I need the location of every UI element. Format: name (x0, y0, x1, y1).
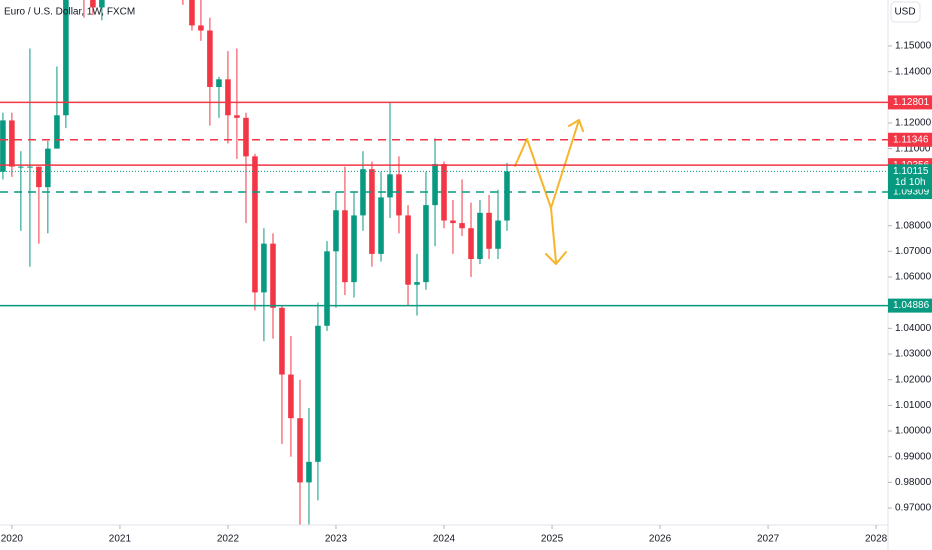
candle-body (225, 79, 231, 116)
candle-body (90, 0, 96, 8)
candle-body (18, 166, 24, 168)
candle-body (441, 164, 447, 221)
plot-area (0, 0, 888, 525)
candle-body (63, 0, 69, 116)
candle-body (297, 418, 303, 483)
candle-body (9, 120, 15, 167)
candle-body (27, 166, 33, 168)
candle-body (99, 0, 105, 8)
candle-body (450, 220, 456, 224)
currency-box[interactable] (890, 1, 921, 23)
candle-body (243, 117, 249, 157)
y-tick-label: 1.07000 (895, 246, 932, 257)
x-tick-label: 2023 (325, 534, 348, 545)
x-tick-label: 2022 (217, 534, 240, 545)
candle-body (486, 212, 492, 249)
chart-title: Euro / U.S. Dollar, 1W, FXCM (4, 7, 135, 18)
candle-body (36, 166, 42, 188)
path-down (550, 207, 557, 263)
y-tick-label: 1.00000 (895, 426, 932, 437)
candle-body (477, 212, 483, 260)
candle-body (414, 282, 420, 285)
current-price-label: 1.10115 (893, 166, 929, 177)
candle-body (378, 197, 384, 254)
arrowhead-up (568, 119, 584, 132)
level-label-bg (888, 132, 932, 147)
x-tick-label: 2024 (433, 534, 456, 545)
y-tick-label: 1.11000 (895, 143, 931, 154)
candle-body (342, 210, 348, 283)
candle-body (270, 243, 276, 308)
candle-body (252, 156, 258, 293)
y-tick-label: 1.06000 (895, 272, 932, 283)
candle-body (504, 171, 510, 221)
candle-body (279, 307, 285, 375)
candle-body (0, 120, 6, 172)
y-tick-label: 1.01000 (895, 400, 932, 411)
y-tick-label: 1.02000 (895, 374, 932, 385)
candle-body (351, 215, 357, 283)
candle-body (306, 461, 312, 483)
arrowhead-down (545, 251, 567, 265)
candle-body (54, 115, 60, 149)
x-tick-label: 2027 (757, 534, 780, 545)
y-tick-label: 1.14000 (895, 66, 932, 77)
candle-body (261, 243, 267, 293)
x-tick-label: 2021 (109, 534, 132, 545)
candle-body (360, 169, 366, 216)
path-up (514, 119, 580, 209)
level-label: 1.12801 (893, 97, 930, 108)
candle-body (387, 174, 393, 198)
candle-body (468, 228, 474, 260)
candle-body (324, 251, 330, 326)
y-tick-label: 0.99000 (895, 451, 932, 462)
candle-body (405, 215, 411, 285)
x-tick-label: 2025 (541, 534, 564, 545)
candle-body (315, 325, 321, 462)
candle-body (333, 210, 339, 252)
y-tick-label: 1.12000 (895, 118, 932, 129)
currency[interactable]: USD (894, 7, 915, 18)
candle-body (288, 374, 294, 419)
y-tick-label: 0.97000 (895, 503, 932, 514)
forecast-arrows (514, 119, 584, 265)
level-label-bg (888, 298, 932, 313)
level-label-bg (888, 95, 932, 110)
x-tick-label: 2028 (865, 534, 888, 545)
current-price-bg (888, 164, 932, 190)
level-label: 1.11346 (893, 134, 929, 145)
y-tick-label: 0.98000 (895, 477, 932, 488)
candle-body (189, 0, 195, 26)
x-tick-label: 2020 (1, 534, 24, 545)
candle-body (234, 115, 240, 118)
y-tick-label: 1.15000 (895, 41, 932, 52)
candle-body (432, 164, 438, 206)
candle-body (216, 79, 222, 88)
candle-body (396, 174, 402, 216)
candle-body (198, 25, 204, 31)
candle-body (459, 223, 465, 229)
candle-body (207, 30, 213, 88)
candle-body (369, 169, 375, 254)
x-tick-label: 2026 (649, 534, 672, 545)
candle-body (45, 148, 51, 188)
candle-body (495, 220, 501, 249)
level-label: 1.04886 (893, 300, 930, 311)
y-tick-label: 1.04000 (895, 323, 932, 334)
level-label: 1.09309 (893, 187, 930, 198)
y-tick-label: 1.08000 (895, 220, 932, 231)
countdown: 1d 10h (895, 177, 926, 188)
y-tick-label: 1.03000 (895, 349, 932, 360)
candle-body (423, 205, 429, 283)
